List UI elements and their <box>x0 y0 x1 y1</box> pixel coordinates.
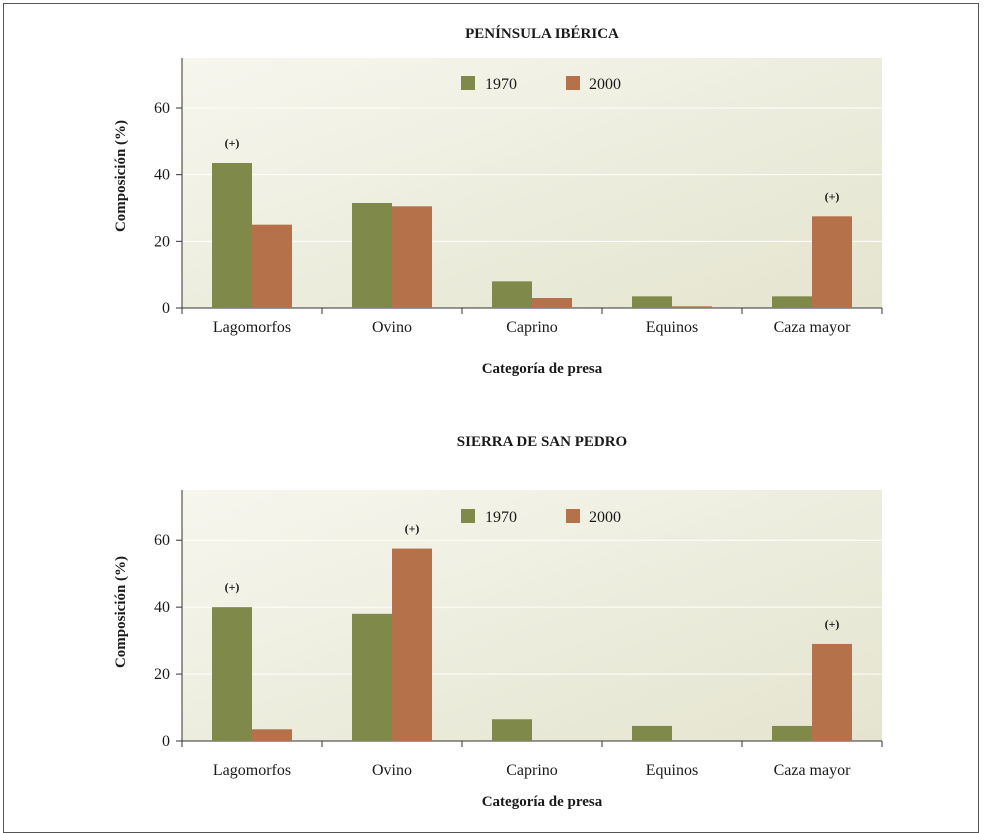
bar-1970-ovino <box>352 203 392 308</box>
y-axis-title: Composición (%) <box>113 556 129 668</box>
bar-2000-ovino <box>392 548 432 741</box>
bar-2000-equinos <box>672 306 712 308</box>
legend-label-2000: 2000 <box>589 509 621 526</box>
x-tick-label: Equinos <box>646 762 698 779</box>
y-tick-label: 0 <box>162 733 170 750</box>
significance-annotation: (+) <box>225 136 240 150</box>
x-tick-label: Equinos <box>646 319 698 336</box>
x-tick-label: Ovino <box>372 319 412 336</box>
bar-1970-equinos <box>632 296 672 308</box>
legend-swatch-2000 <box>566 509 580 523</box>
bar-2000-caza-mayor <box>812 216 852 308</box>
y-tick-label: 60 <box>154 532 170 549</box>
bar-1970-lagomorfos <box>212 163 252 308</box>
significance-annotation: (+) <box>825 617 840 631</box>
bar-1970-caza-mayor <box>772 725 812 741</box>
legend-label-1970: 1970 <box>485 76 517 93</box>
plot-area <box>182 58 882 308</box>
y-tick-label: 40 <box>154 167 170 184</box>
legend: 1970 2000 <box>461 76 621 93</box>
bar-1970-caza-mayor <box>772 296 812 308</box>
chart-sierra-de-san-pedro: SIERRA DE SAN PEDRO Categoría de presa C… <box>113 434 883 810</box>
legend-label-2000: 2000 <box>589 76 621 93</box>
x-axis-title: Categoría de presa <box>482 794 603 810</box>
bar-2000-caprino <box>532 298 572 308</box>
x-tick-label: Lagomorfos <box>213 762 291 779</box>
bar-2000-lagomorfos <box>252 224 292 308</box>
y-tick-label: 0 <box>162 300 170 317</box>
chart-title: PENÍNSULA IBÉRICA <box>465 25 619 42</box>
y-tick-label: 40 <box>154 599 170 616</box>
legend-swatch-1970 <box>461 76 475 90</box>
x-tick-label: Lagomorfos <box>213 319 291 336</box>
y-axis-title: Composición (%) <box>113 120 129 232</box>
plot-area <box>182 490 882 741</box>
x-tick-label: Caza mayor <box>774 762 852 779</box>
bar-1970-caprino <box>492 281 532 308</box>
y-tick-label: 20 <box>154 233 170 250</box>
significance-annotation: (+) <box>825 189 840 203</box>
x-tick-label: Caza mayor <box>774 319 852 336</box>
significance-annotation: (+) <box>225 580 240 594</box>
bar-1970-caprino <box>492 719 532 741</box>
y-tick-label: 20 <box>154 666 170 683</box>
x-tick-label: Ovino <box>372 762 412 779</box>
legend: 1970 2000 <box>461 509 621 526</box>
x-tick-label: Caprino <box>506 319 558 336</box>
x-axis-title: Categoría de presa <box>482 361 603 377</box>
legend-label-1970: 1970 <box>485 509 517 526</box>
significance-annotation: (+) <box>405 522 420 536</box>
y-tick-label: 60 <box>154 100 170 117</box>
chart-peninsula-iberica: PENÍNSULA IBÉRICA Categoría de presa Com… <box>113 25 883 377</box>
chart-title: SIERRA DE SAN PEDRO <box>457 434 627 450</box>
bar-1970-ovino <box>352 613 392 741</box>
x-tick-label: Caprino <box>506 762 558 779</box>
bar-2000-ovino <box>392 206 432 308</box>
bar-1970-equinos <box>632 725 672 741</box>
legend-swatch-2000 <box>566 76 580 90</box>
bar-1970-lagomorfos <box>212 607 252 741</box>
bar-2000-lagomorfos <box>252 729 292 741</box>
legend-swatch-1970 <box>461 509 475 523</box>
bar-2000-caza-mayor <box>812 643 852 741</box>
